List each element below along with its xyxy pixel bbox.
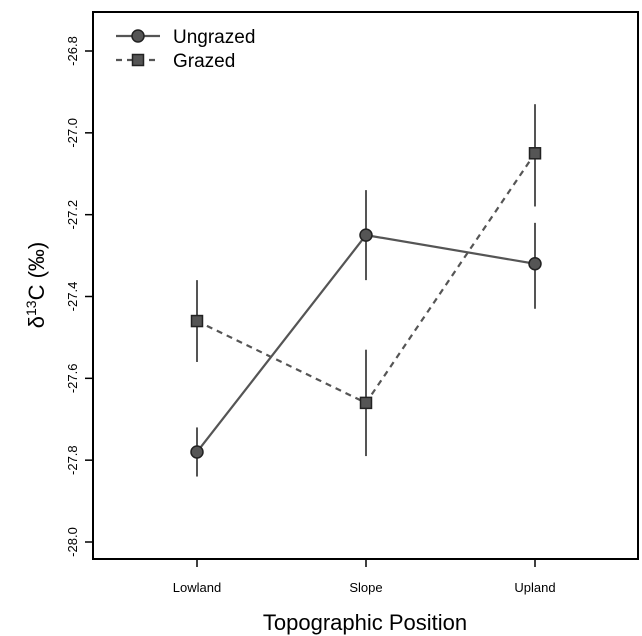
plot-frame [92,11,639,560]
legend-marker [131,29,145,43]
y-tick-label: -28.0 [65,527,80,557]
data-point [190,314,204,328]
data-point [528,257,542,271]
series-layer [190,104,542,477]
legend-label: Grazed [173,51,235,72]
x-axis: Lowland Slope Upland [173,559,556,595]
x-tick-label: Upland [514,580,555,595]
y-axis: -28.0 -27.8 -27.6 -27.4 -27.2 -27.0 -26.8 [65,36,93,557]
legend: Ungrazed Grazed [116,27,255,72]
y-tick-label: -27.8 [65,445,80,475]
series-ungrazed [190,190,542,477]
y-tick-label: -27.4 [65,282,80,312]
data-point [359,396,373,410]
y-axis-title: δ13C (‰) [23,242,49,328]
y-tick-label: -27.2 [65,200,80,230]
legend-label: Ungrazed [173,27,255,48]
x-tick-label: Slope [349,580,382,595]
y-tick-label: -26.8 [65,36,80,66]
series-grazed [190,104,542,457]
x-tick-label: Lowland [173,580,221,595]
x-axis-title: Topographic Position [263,610,467,635]
data-point [190,445,204,459]
data-point [528,147,542,160]
y-tick-label: -27.6 [65,364,80,394]
legend-marker [131,53,145,67]
y-tick-label: -27.0 [65,118,80,148]
data-point [359,228,373,242]
